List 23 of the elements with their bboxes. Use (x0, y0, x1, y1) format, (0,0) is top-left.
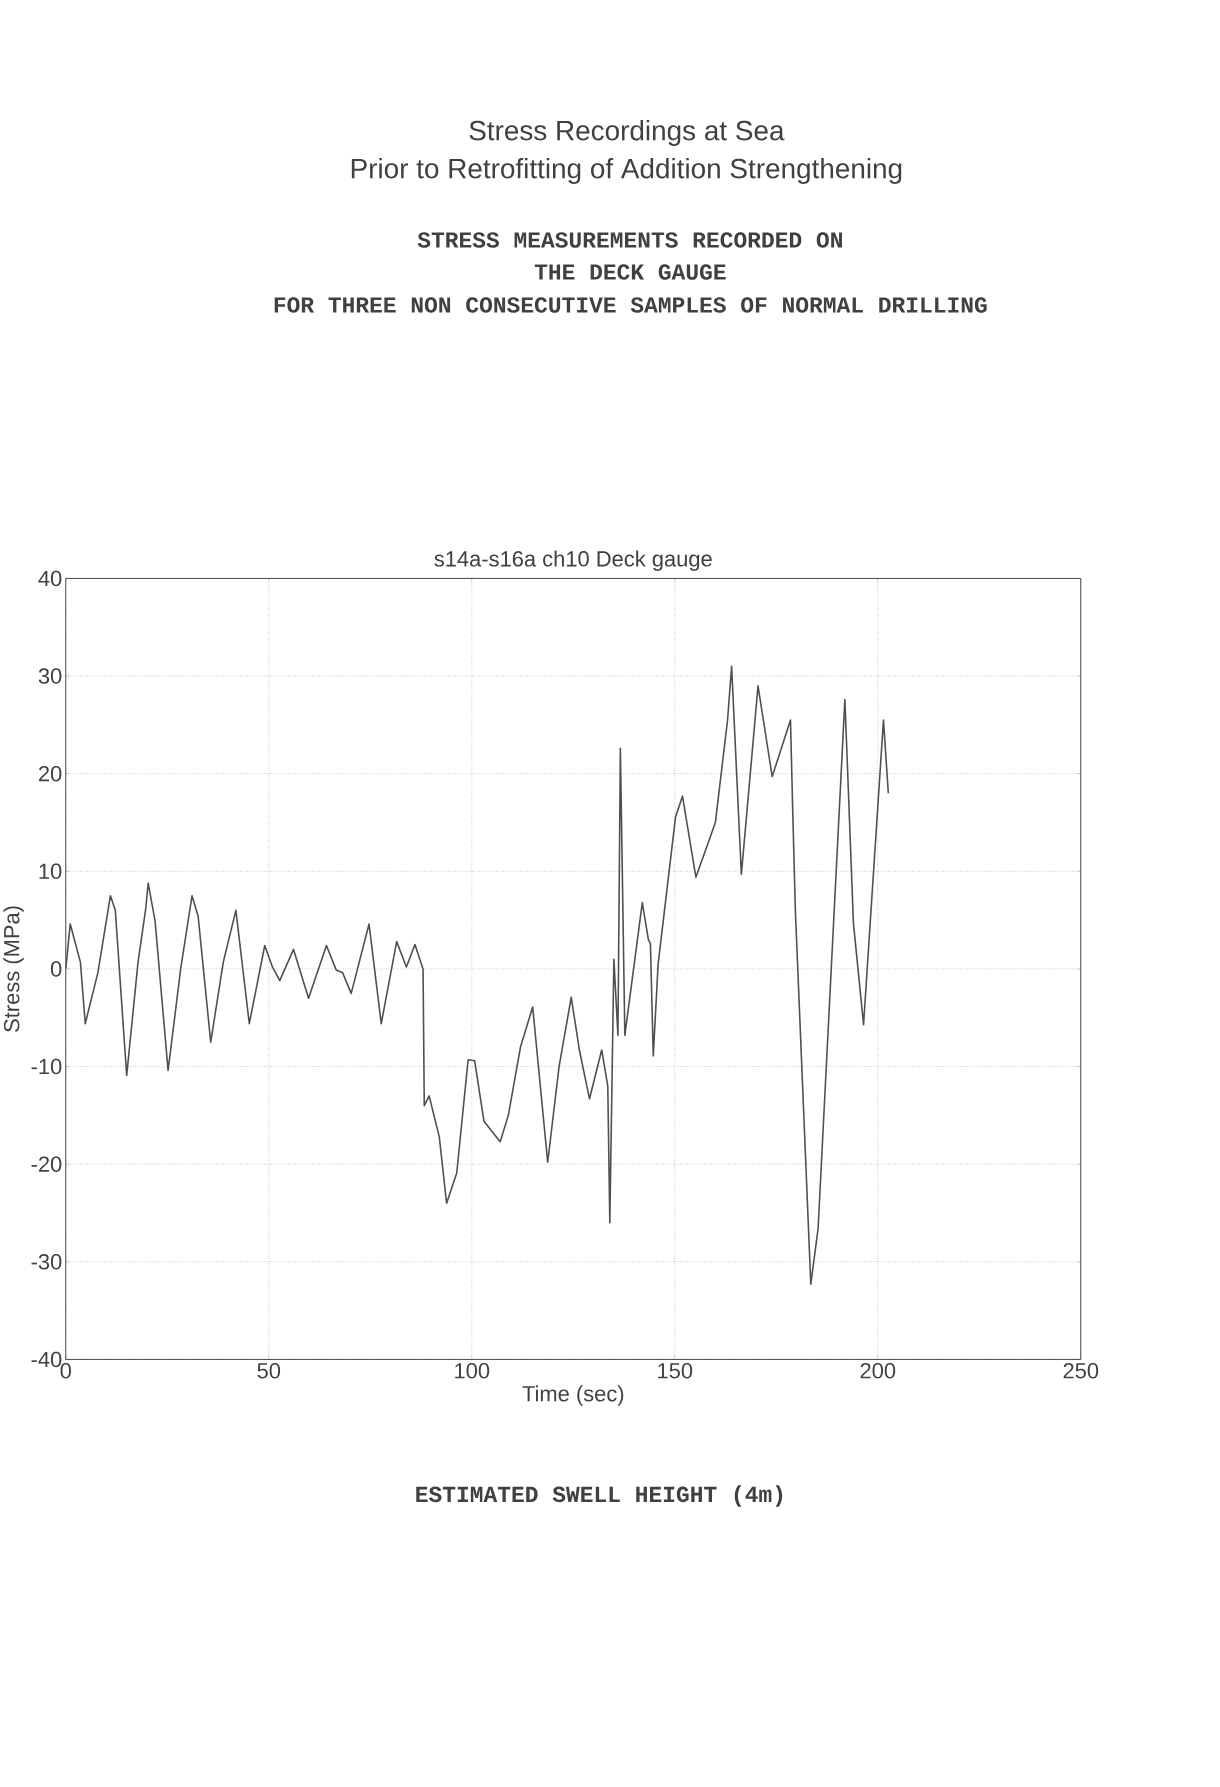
y-tick-label: -10 (31, 1058, 62, 1075)
y-tick-label: -20 (31, 1156, 62, 1172)
text: ESTIMATED SWELL HEIGHT (4m) (416, 1485, 782, 1507)
y-tick-label: 40 (38, 570, 62, 587)
text: THE DECK GAUGE (534, 264, 726, 280)
y-tick-label: 30 (38, 668, 62, 684)
text: Stress Recordings at Sea (469, 120, 785, 147)
x-tick-label: 250 (1063, 1362, 1099, 1379)
y-tick-label: -40 (31, 1351, 62, 1368)
text: Prior to Retrofitting of Addition Strengthening (351, 158, 902, 185)
y-tick-label: 10 (39, 863, 62, 880)
text: FOR THREE NON CONSECUTIVE SAMPLES OF NORMAL DRILLING (274, 297, 987, 313)
chart-title: s14a-s16a ch10 Deck gauge (434, 550, 712, 571)
text: STRESS MEASUREMENTS RECORDED ON (417, 232, 842, 248)
y-tick-label: 20 (38, 765, 62, 782)
x-tick-label: 100 (454, 1362, 490, 1379)
x-tick-label: 50 (257, 1362, 280, 1379)
y-axis-title: Stress (MPa) (3, 906, 24, 1032)
y-tick-label: 0 (50, 961, 62, 977)
x-tick-label: 150 (657, 1362, 693, 1379)
y-tick-label: -30 (31, 1254, 62, 1270)
x-tick-label: 200 (860, 1362, 896, 1379)
x-axis-title: Time (sec) (522, 1385, 624, 1406)
